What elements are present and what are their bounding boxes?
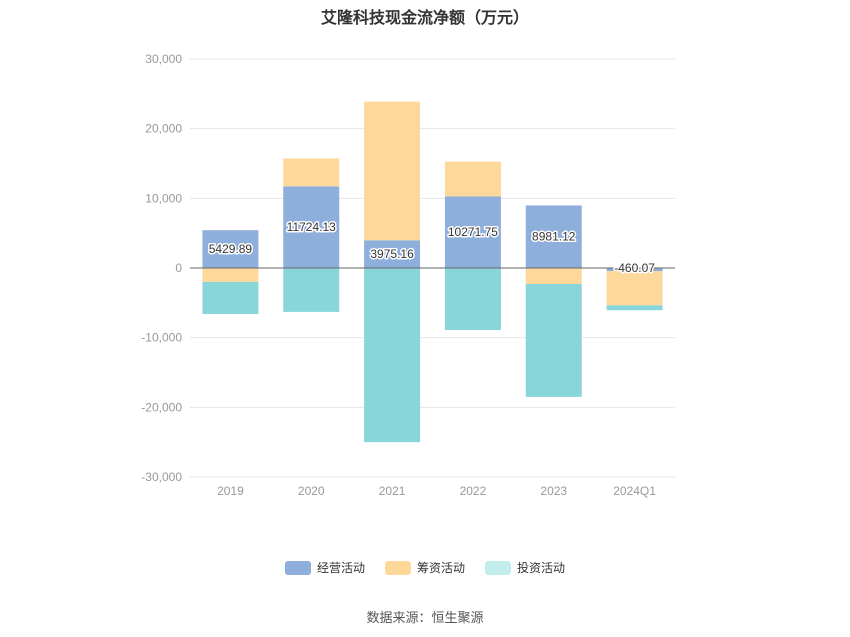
chart-title: 艾隆科技现金流净额（万元）	[320, 8, 529, 27]
data-label: -460.07	[614, 261, 655, 275]
bar-financing	[606, 271, 663, 306]
legend-swatch-investing	[485, 560, 511, 575]
bar-operating	[202, 230, 259, 268]
data-label: 10271.75	[448, 225, 498, 239]
legend: 经营活动 筹资活动 投资活动	[0, 559, 850, 576]
bar-investing	[283, 268, 340, 312]
bar-investing	[364, 268, 421, 443]
legend-swatch-operating	[284, 560, 311, 575]
y-tick-label: 30,000	[145, 52, 182, 66]
x-tick-label: 2023	[540, 484, 567, 498]
x-tick-label: 2022	[460, 484, 487, 498]
x-tick-label: 2020	[298, 484, 325, 498]
bar-investing	[202, 281, 259, 314]
data-source: 数据来源：恒生聚源	[366, 610, 484, 625]
bar-operating	[283, 186, 340, 268]
legend-item-investing[interactable]: 投资活动	[485, 559, 565, 576]
bar-financing	[525, 268, 582, 285]
bar-financing	[444, 161, 501, 197]
data-label: 3975.16	[370, 247, 414, 261]
legend-label-investing: 投资活动	[517, 561, 566, 575]
legend-label-financing: 筹资活动	[416, 561, 465, 575]
bar-operating	[364, 240, 421, 268]
x-tick-label: 2019	[217, 484, 244, 498]
bar-investing	[606, 305, 663, 311]
y-tick-label: 0	[175, 261, 182, 275]
legend-item-financing[interactable]: 筹资活动	[384, 559, 465, 576]
bar-financing	[202, 268, 259, 282]
y-tick-label: -30,000	[141, 470, 182, 484]
bar-investing	[444, 268, 501, 331]
data-label: 11724.13	[287, 220, 336, 234]
bar-operating	[606, 268, 663, 272]
x-tick-label: 2021	[379, 484, 406, 498]
x-tick-label: 2024Q1	[613, 484, 656, 498]
data-label: 5429.89	[209, 242, 253, 256]
bar-investing	[525, 284, 582, 397]
legend-item-operating[interactable]: 经营活动	[284, 559, 365, 576]
bar-operating	[525, 205, 582, 268]
y-tick-label: -10,000	[141, 331, 182, 345]
data-label: 8981.12	[532, 230, 576, 244]
y-tick-label: 10,000	[145, 191, 182, 205]
y-tick-label: 20,000	[145, 122, 182, 136]
legend-label-operating: 经营活动	[316, 561, 365, 575]
bar-financing	[283, 158, 340, 187]
y-tick-label: -20,000	[141, 400, 182, 414]
legend-swatch-financing	[384, 560, 411, 575]
bar-operating	[444, 196, 501, 268]
bar-financing	[364, 101, 421, 241]
